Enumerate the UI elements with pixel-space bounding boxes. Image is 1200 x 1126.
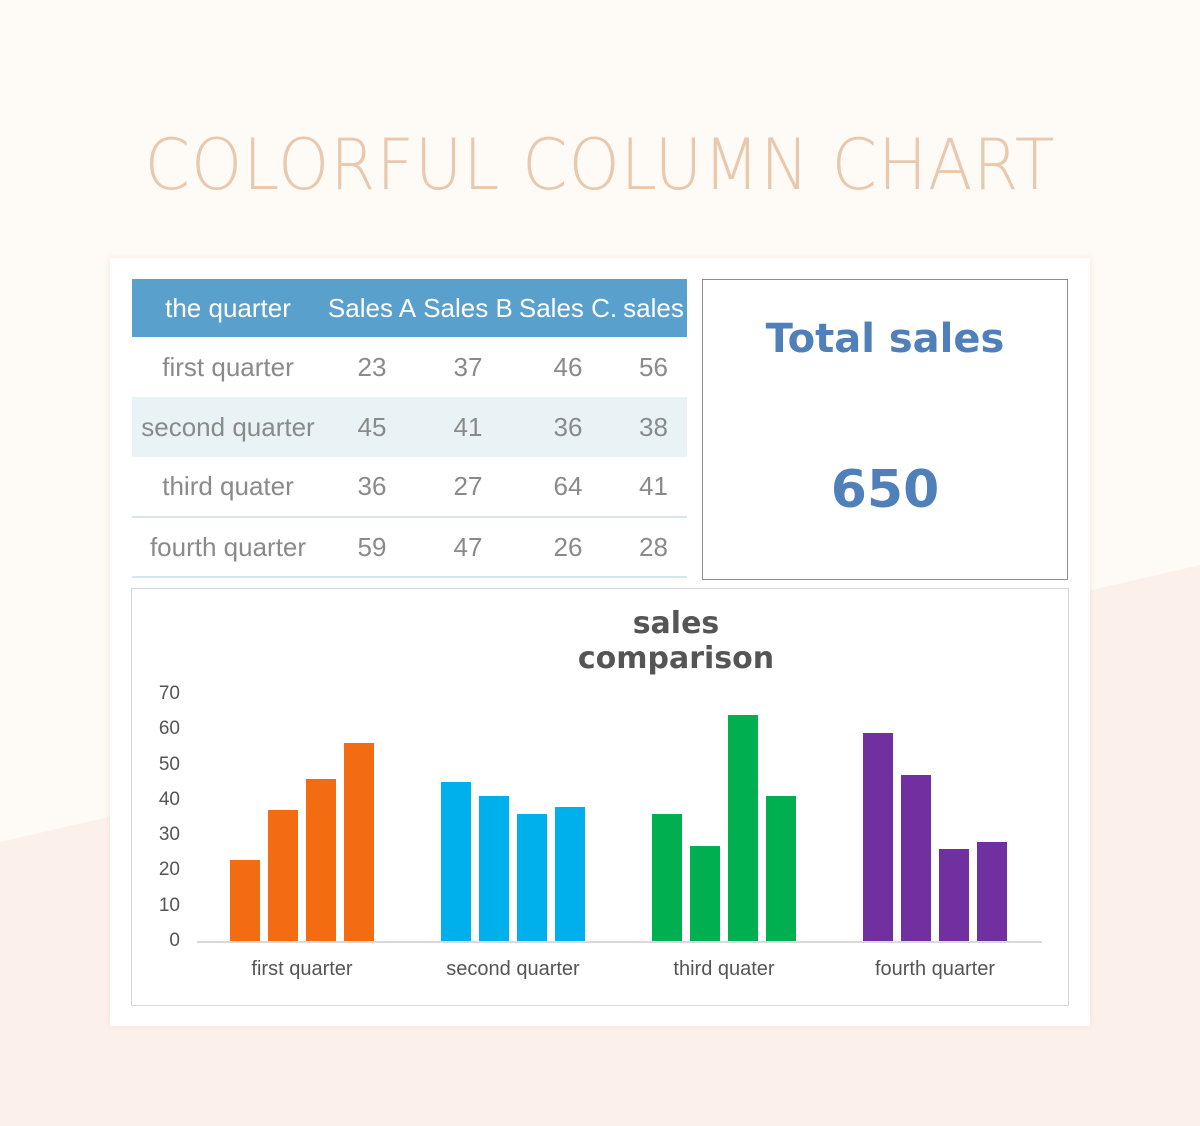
cell-value: 46 <box>553 351 583 382</box>
cell-value: 27 <box>420 457 516 518</box>
bar <box>517 813 547 941</box>
bar <box>977 842 1007 941</box>
cell-value: 38 <box>620 397 687 457</box>
row-label: second quarter <box>132 397 324 457</box>
total-sales-panel: Total sales 650 <box>702 279 1068 580</box>
table-row: fourth quarter 59 47 26 28 <box>132 517 687 578</box>
table-header-row: the quarter Sales A Sales B Sales C. sal… <box>132 279 687 337</box>
cell-value: 59 <box>324 517 420 578</box>
bar <box>306 778 336 941</box>
bar <box>479 796 509 941</box>
bar <box>766 796 796 941</box>
header-sales-b: Sales B <box>420 279 516 337</box>
x-tick-label: third quater <box>673 958 775 980</box>
y-tick-label: 0 <box>169 930 180 951</box>
y-tick-label: 20 <box>158 859 180 881</box>
table-row: first quarter 23 37 46 56 <box>132 337 687 397</box>
header-sales-a: Sales A <box>324 279 420 337</box>
x-tick-label: first quarter <box>251 958 353 980</box>
bar <box>441 782 471 941</box>
total-sales-label: Total sales <box>765 316 1005 362</box>
header-quarter: the quarter <box>132 279 324 337</box>
x-tick-label: second quarter <box>446 958 580 980</box>
x-tick-label: fourth quarter <box>874 958 996 980</box>
row-label: fourth quarter <box>132 517 324 578</box>
bar <box>728 715 758 941</box>
y-tick-label: 30 <box>158 824 180 846</box>
cell-value: 47 <box>420 517 516 578</box>
cell-value: 37 <box>453 351 483 382</box>
header-sales-d: sales <box>620 279 687 337</box>
table-row: third quater 36 27 64 41 <box>132 457 687 518</box>
y-tick-label: 50 <box>158 753 180 775</box>
cell-value: 28 <box>620 517 687 578</box>
cell-value: 41 <box>420 397 516 457</box>
cell-value: 45 <box>324 397 420 457</box>
cell-value: 36 <box>324 457 420 518</box>
bar <box>901 775 931 941</box>
table-row: second quarter 45 41 36 38 <box>132 397 687 457</box>
y-tick-label: 70 <box>158 683 180 704</box>
cell-value: 64 <box>516 457 620 518</box>
bar <box>555 806 585 941</box>
x-axis-line <box>197 941 1042 943</box>
header-sales-c: Sales C. <box>516 279 620 337</box>
bar <box>939 849 969 941</box>
bar <box>268 810 298 941</box>
bar <box>652 813 682 941</box>
cell-value: 41 <box>620 457 687 518</box>
y-tick-label: 60 <box>158 718 180 740</box>
chart-title: sales comparison <box>577 606 775 676</box>
total-sales-value: 650 <box>830 460 940 520</box>
y-tick-label: 40 <box>158 788 180 810</box>
cell-value: 56 <box>639 351 668 382</box>
cell-value: 36 <box>516 397 620 457</box>
row-label: first quarter <box>162 351 294 382</box>
cell-value: 23 <box>357 351 387 382</box>
page-title: COLORFUL COLUMN CHART <box>144 124 1056 206</box>
y-tick-label: 10 <box>158 894 180 916</box>
bar <box>690 845 720 941</box>
row-label: third quater <box>132 457 324 518</box>
cell-value: 26 <box>516 517 620 578</box>
bar <box>863 732 893 941</box>
bar <box>230 859 260 941</box>
sales-table: the quarter Sales A Sales B Sales C. sal… <box>132 279 687 578</box>
bar <box>344 743 374 941</box>
